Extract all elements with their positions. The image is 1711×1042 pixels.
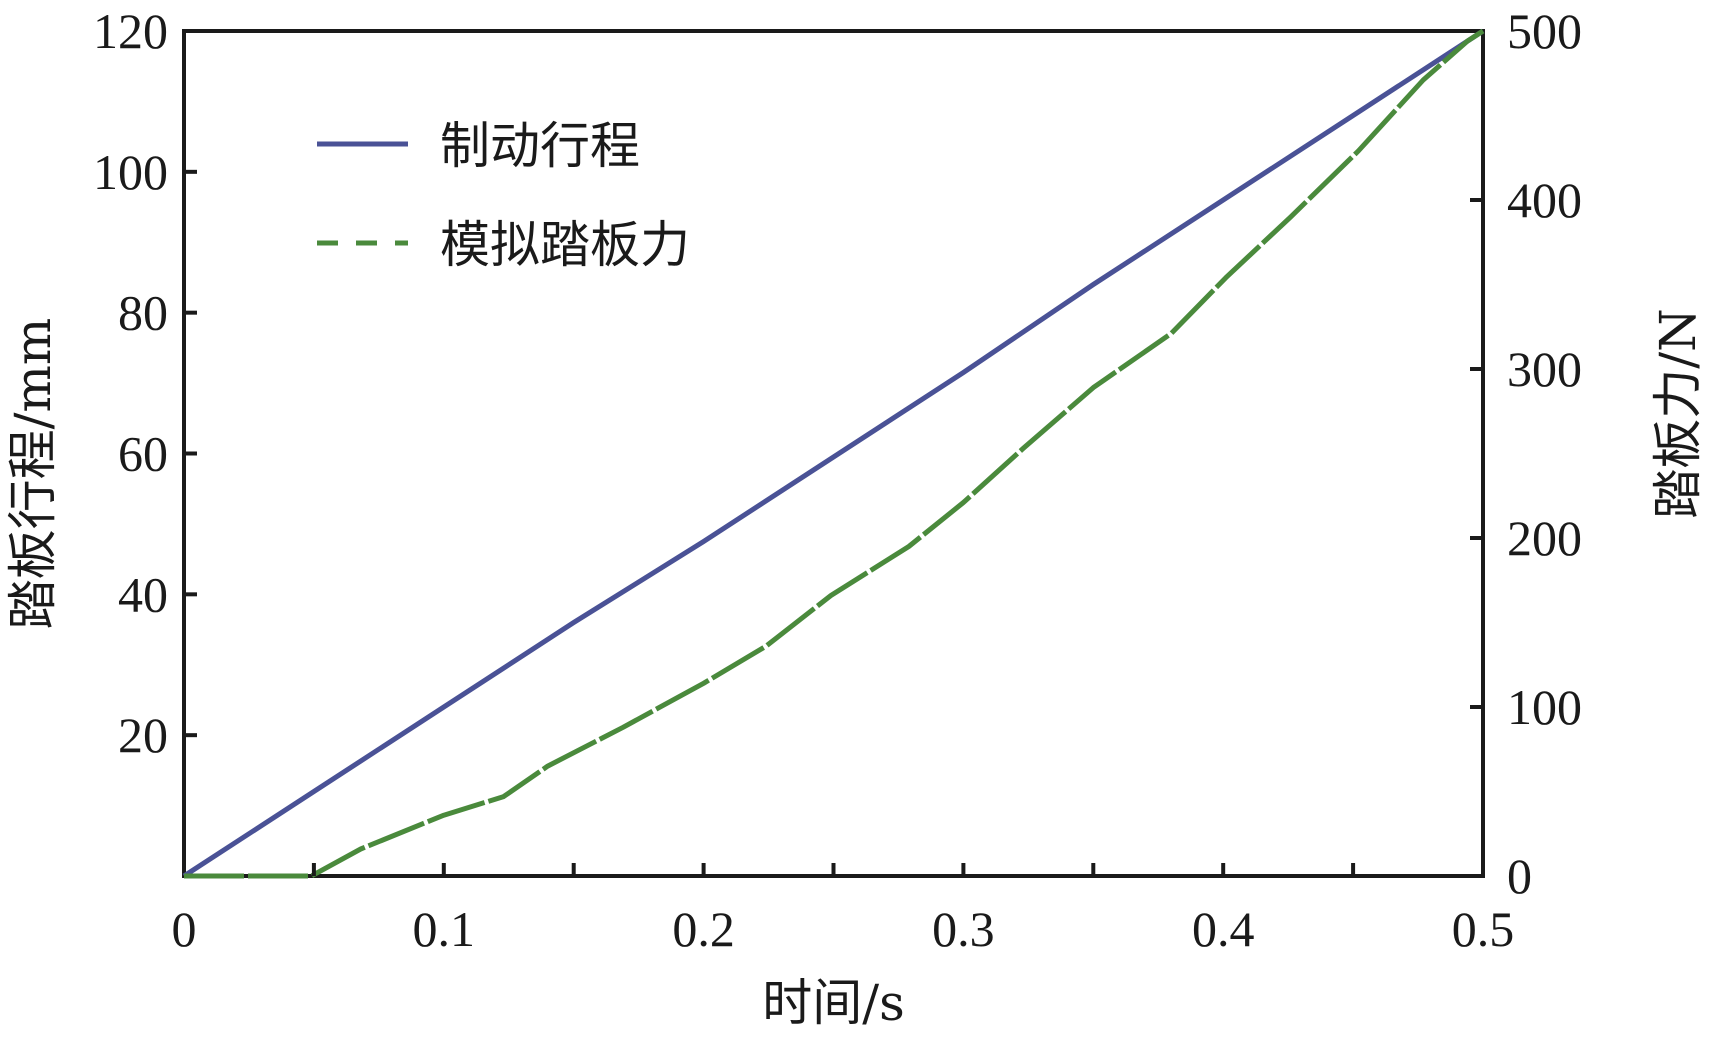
y-right-tick-label: 200 [1507,510,1582,566]
x-axis-title: 时间/s [762,974,905,1032]
y-left-tick-label: 120 [93,3,168,59]
y-left-tick-label: 80 [118,285,168,341]
x-tick-label: 0.1 [413,901,476,957]
y-left-tick-label: 60 [118,426,168,482]
y-axis-right-title: 踏板力/N [1649,308,1707,519]
y-right-tick-label: 400 [1507,172,1582,228]
y-right-tick-label: 500 [1507,3,1582,59]
series-layer [182,28,1485,879]
y-right-tick-label: 0 [1507,848,1532,904]
y-right-tick-label: 100 [1507,679,1582,735]
legend-label-pedal-force: 模拟踏板力 [440,216,690,274]
y-axis-left-title: 踏板行程/mm [4,318,62,630]
x-tick-label: 0.5 [1452,901,1515,957]
legend-label-brake-travel: 制动行程 [440,117,640,175]
y-left-tick-label: 100 [93,144,168,200]
x-tick-label: 0.4 [1192,901,1255,957]
series-line-1 [184,28,1485,879]
y-right-tick-label: 300 [1507,341,1582,397]
x-tick-label: 0 [172,901,197,957]
axis-ticks: 0 0.1 0.2 0.3 0.4 0.5 20 40 60 80 100 120 0 100 200 300… [93,3,1582,957]
x-tick-label: 0.3 [932,901,995,957]
series-line-0 [182,28,1485,879]
y-left-tick-label: 20 [118,707,168,763]
legend: 制动行程 模拟踏板力 [317,117,690,274]
x-tick-label: 0.2 [672,901,735,957]
y-left-tick-label: 40 [118,566,168,622]
